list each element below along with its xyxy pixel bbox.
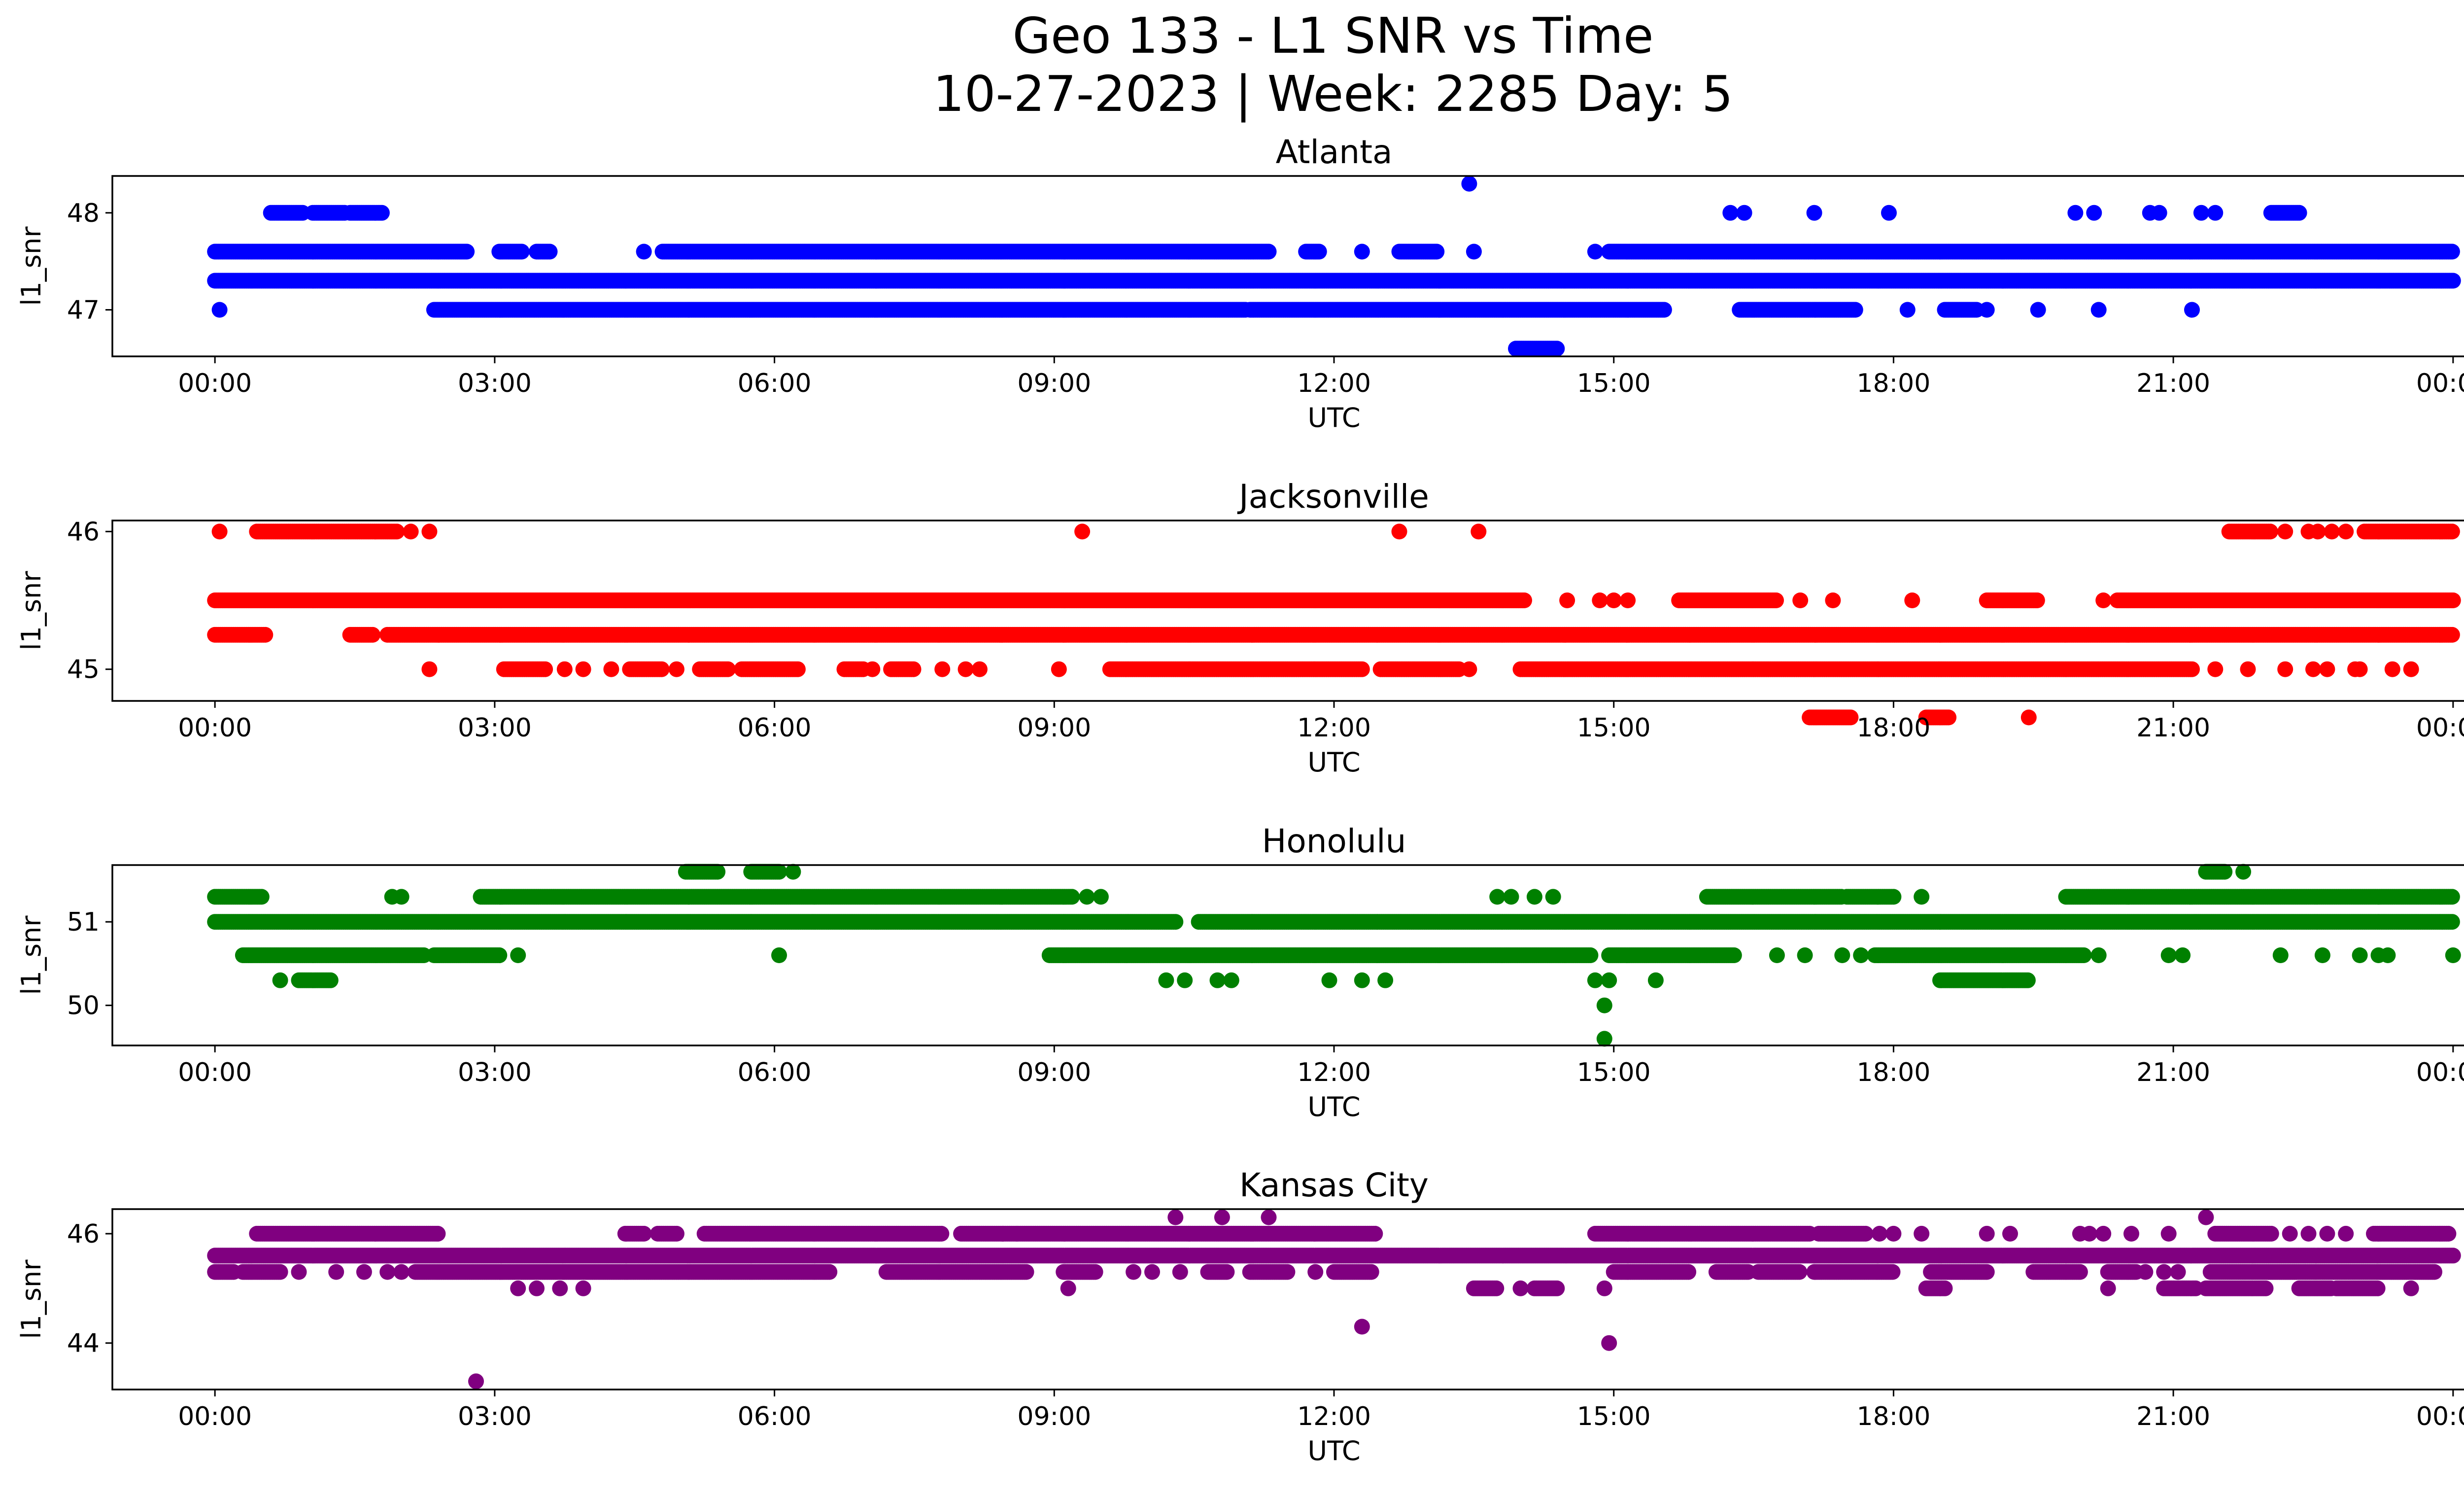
data-point xyxy=(2095,592,2112,608)
data-point xyxy=(1587,243,1603,260)
data-point xyxy=(365,626,380,643)
subplot-title: Jacksonville xyxy=(1237,478,1429,516)
data-point xyxy=(2029,592,2045,608)
data-point xyxy=(2444,243,2460,260)
data-point xyxy=(257,626,274,643)
data-point xyxy=(1904,592,1920,608)
x-tick-label: 00:00 xyxy=(2416,369,2464,398)
x-tick-label: 00:00 xyxy=(178,369,252,398)
x-tick-label: 15:00 xyxy=(1577,369,1651,398)
data-point xyxy=(2151,205,2167,221)
data-point xyxy=(2193,205,2209,221)
x-tick-label: 09:00 xyxy=(1017,369,1091,398)
data-point xyxy=(1261,243,1277,260)
data-point xyxy=(1979,302,1995,318)
data-point xyxy=(1736,205,1752,221)
data-point xyxy=(2445,592,2461,608)
data-points xyxy=(207,175,2461,357)
data-point xyxy=(1656,302,1672,318)
data-point xyxy=(1825,592,1841,608)
data-point xyxy=(1466,243,1482,260)
data-point xyxy=(2067,205,2084,221)
data-point xyxy=(1806,205,1822,221)
x-tick-label: 12:00 xyxy=(1297,369,1371,398)
data-point xyxy=(1606,592,1622,608)
data-point xyxy=(1768,592,1784,608)
data-point xyxy=(2445,273,2461,289)
y-tick-label: 48 xyxy=(67,199,100,228)
data-point xyxy=(2090,302,2107,318)
data-point xyxy=(1559,592,1575,608)
data-point xyxy=(374,205,390,221)
x-tick-label: 03:00 xyxy=(458,369,532,398)
x-axis-label: UTC xyxy=(1307,402,1360,433)
data-point xyxy=(1461,175,1477,192)
figure-title-line1: Geo 133 - L1 SNR vs Time xyxy=(1013,7,1654,65)
data-point xyxy=(1847,302,1863,318)
data-point xyxy=(1429,243,1445,260)
data-point xyxy=(2086,205,2102,221)
data-point xyxy=(2291,205,2307,221)
data-point xyxy=(542,243,558,260)
data-point xyxy=(211,302,228,318)
subplot-grid: Atlanta 00:00 03:00 06:00 09:00 12:00 15:00 18:… xyxy=(16,133,2464,1466)
data-point xyxy=(2184,302,2200,318)
data-point xyxy=(459,243,475,260)
figure-title-line2: 10-27-2023 | Week: 2285 Day: 5 xyxy=(933,65,1733,123)
data-point xyxy=(1592,592,1608,608)
data-point xyxy=(1620,592,1636,608)
x-tick-label: 18:00 xyxy=(1856,369,1930,398)
data-point xyxy=(1881,205,1897,221)
data-point xyxy=(1549,341,1565,357)
x-tick-label: 21:00 xyxy=(2136,369,2210,398)
data-point xyxy=(1722,205,1739,221)
x-tick-label: 06:00 xyxy=(738,369,812,398)
data-point xyxy=(513,243,530,260)
data-point xyxy=(1516,592,1532,608)
data-point xyxy=(1899,302,1916,318)
subplot-atlanta: Atlanta 00:00 03:00 06:00 09:00 12:00 15:00 18:… xyxy=(16,133,2464,433)
y-tick-label: 47 xyxy=(67,296,100,325)
data-point xyxy=(1311,243,1327,260)
data-point xyxy=(2207,205,2224,221)
y-axis-label: l1_snr xyxy=(16,226,47,306)
data-point xyxy=(1792,592,1809,608)
data-point xyxy=(636,243,652,260)
data-point xyxy=(1354,243,1370,260)
data-point xyxy=(2030,302,2046,318)
subplot-title: Atlanta xyxy=(1276,133,1393,171)
